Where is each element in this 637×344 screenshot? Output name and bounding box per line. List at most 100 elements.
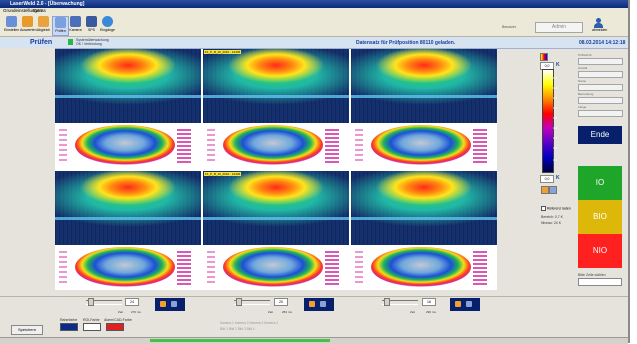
image-cell[interactable] — [55, 49, 201, 167]
param-field[interactable] — [578, 71, 623, 78]
color-scale — [542, 69, 554, 173]
frame-color-picker[interactable] — [60, 323, 78, 331]
scale-unit-bottom: K — [556, 175, 560, 181]
left-panel — [0, 48, 55, 296]
image-cell[interactable] — [55, 171, 201, 289]
toolbar-button-einstellen[interactable]: Einstellen — [4, 16, 19, 34]
toolbar-button-sps[interactable]: SPS — [84, 16, 99, 34]
thermal-image — [351, 171, 497, 245]
reference-checkbox[interactable]: Referenz laden — [541, 206, 571, 211]
time-label: Zeit — [118, 310, 124, 314]
zoom-icon[interactable] — [309, 301, 315, 307]
camera-radio-group[interactable]: Kamera 1 Kamera 2 Kamera 3 Kamera 4 Bild… — [220, 321, 278, 331]
row-select: Bitte Zeile wählen — [578, 273, 622, 286]
zoom-icon[interactable] — [160, 301, 166, 307]
user-icon — [595, 18, 601, 23]
inspect-icon — [55, 17, 66, 28]
thermal-image — [55, 171, 201, 245]
roi-color-picker[interactable] — [83, 323, 101, 331]
param-field[interactable] — [578, 58, 623, 65]
plc-icon — [86, 16, 97, 27]
part-image — [203, 123, 349, 167]
login-field[interactable]: Admin — [535, 22, 583, 33]
exposure-input[interactable]: 24 — [125, 298, 139, 306]
save-button[interactable]: Speichern — [11, 325, 43, 335]
exposure-input[interactable]: 16 — [422, 298, 436, 306]
window-title: LaserWeld 2.0 - [Überwachung] — [10, 1, 85, 7]
exposure-slider[interactable] — [86, 298, 122, 306]
exposure-slider[interactable] — [234, 298, 270, 306]
image-cell[interactable]: F1_P_B_10_2016 - 12345 — [203, 49, 349, 167]
inputs-icon — [102, 16, 113, 27]
toolbar-label: Auswerten — [20, 28, 37, 32]
toolbar-button-auswerten[interactable]: Auswerten — [20, 16, 37, 34]
scale-auto-icon[interactable] — [541, 186, 549, 194]
progress-bar — [150, 339, 330, 342]
bio-button[interactable]: BIO — [578, 200, 622, 234]
part-image — [351, 245, 497, 289]
status-indicator — [68, 39, 73, 45]
level-stat: Niveau: 24 K — [541, 221, 562, 225]
datetime: 08.03.2014 14:12:18 — [579, 40, 626, 46]
report-icon — [22, 16, 33, 27]
zoom-icon[interactable] — [455, 301, 461, 307]
image-cell[interactable] — [351, 49, 497, 167]
exposure-slider[interactable] — [382, 298, 418, 306]
page-title: Prüfen — [30, 39, 53, 46]
part-image — [55, 245, 201, 289]
frame-color-label: Rahmfarbe — [60, 318, 78, 322]
menu-item-extras[interactable]: Extras — [33, 8, 46, 13]
param-field[interactable] — [578, 97, 623, 104]
image-tools-2 — [304, 298, 334, 311]
save-image-icon[interactable] — [320, 301, 326, 307]
nio-button[interactable]: NIO — [578, 234, 622, 268]
image-tag: F1_P_B_10_2016 - 12345 — [204, 50, 242, 54]
part-image — [55, 123, 201, 167]
save-image-icon[interactable] — [171, 301, 177, 307]
thermal-image: F1_P_B_10_2016 - 12345 — [203, 49, 349, 123]
io-button[interactable]: IO — [578, 166, 622, 200]
status-bar — [0, 337, 628, 344]
menu-bar: Grundeinstellungen Extras — [0, 8, 628, 14]
image-cell[interactable]: F1_P_B_10_2016 - 12345 — [203, 171, 349, 289]
time-value: 290 ms — [426, 310, 436, 314]
toolbar-label: Eingänge — [100, 28, 115, 32]
exposure-input[interactable]: 20 — [274, 298, 288, 306]
parameter-panel: Prüfschritt Anzahl Name Bemerkung Länge — [578, 52, 623, 117]
camera-icon — [70, 16, 81, 27]
calibrate-icon — [38, 16, 49, 27]
toolbar-label: Einstellen — [4, 28, 20, 32]
time-value: 270 ms — [131, 310, 141, 314]
image-grid: F1_P_B_10_2016 - 12345 F1_P_B_10_2016 - … — [55, 49, 497, 290]
status-indicator-text: Systemüberwachung OK / Verbindung — [76, 38, 109, 46]
info-bar — [0, 37, 628, 49]
alarm-color-picker[interactable] — [106, 323, 124, 331]
toolbar-button-eingaenge[interactable]: Eingänge — [100, 16, 115, 34]
scale-unit-top: K — [556, 62, 560, 68]
scale-reset-icon[interactable] — [549, 186, 557, 194]
param-field[interactable] — [578, 110, 623, 117]
param-field[interactable] — [578, 84, 623, 91]
image-tools-1 — [155, 298, 185, 311]
toolbar-button-kamera[interactable]: Kamera — [68, 16, 83, 34]
row-dropdown[interactable] — [578, 278, 622, 286]
toolbar-label: Abgleich — [36, 28, 51, 32]
save-image-icon[interactable] — [466, 301, 472, 307]
login-label: Benutzer — [502, 25, 517, 29]
toolbar-label: SPS — [87, 28, 95, 32]
time-value: 284 ms — [282, 310, 292, 314]
toolbar-label: Kamera — [69, 28, 82, 32]
roi-color-label: ROI-Farbe — [83, 318, 100, 322]
end-button[interactable]: Ende — [578, 126, 622, 144]
toolbar: Einstellen Auswerten Abgleich Prüfen Kam… — [0, 14, 628, 37]
scale-min-input[interactable]: 0,0 — [540, 175, 554, 183]
time-label: Zeit — [410, 310, 416, 314]
menu-item-settings[interactable]: Grundeinstellungen — [3, 8, 43, 13]
palette-select[interactable] — [540, 53, 548, 61]
title-bar: LaserWeld 2.0 - [Überwachung] — [0, 0, 628, 8]
toolbar-button-abgleich[interactable]: Abgleich — [36, 16, 51, 34]
toolbar-button-pruefen[interactable]: Prüfen — [52, 16, 69, 36]
logout-button[interactable]: abmelden — [592, 18, 607, 34]
image-cell[interactable] — [351, 171, 497, 289]
